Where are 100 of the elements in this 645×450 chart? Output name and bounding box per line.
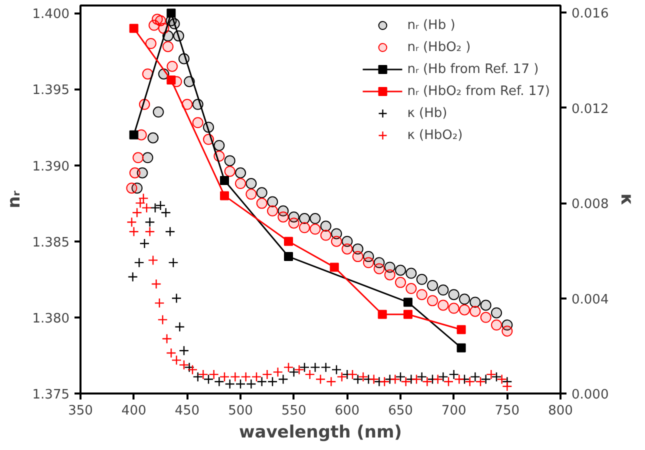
point bbox=[235, 178, 246, 190]
point bbox=[470, 296, 481, 308]
point bbox=[403, 298, 412, 307]
point bbox=[235, 167, 246, 178]
point bbox=[454, 374, 464, 384]
point bbox=[166, 60, 178, 72]
point bbox=[496, 374, 507, 384]
point bbox=[230, 372, 240, 382]
point bbox=[310, 224, 321, 235]
point bbox=[267, 376, 278, 387]
point bbox=[378, 310, 387, 319]
x-tick-label: 650 bbox=[388, 404, 413, 418]
y-tick-label: 1.395 bbox=[32, 83, 70, 98]
point bbox=[342, 243, 353, 254]
point bbox=[470, 306, 481, 317]
point bbox=[154, 298, 165, 308]
point bbox=[416, 274, 428, 285]
legend-label: nᵣ (HbO₂ from Ref. 17) bbox=[407, 84, 550, 98]
point bbox=[400, 376, 411, 387]
point bbox=[486, 369, 496, 380]
point bbox=[224, 378, 235, 390]
point bbox=[128, 226, 139, 237]
point bbox=[475, 376, 486, 387]
point bbox=[162, 41, 174, 52]
point bbox=[456, 343, 466, 352]
point bbox=[310, 362, 320, 372]
point bbox=[384, 269, 396, 280]
point bbox=[438, 284, 449, 296]
x-tick-label: 500 bbox=[228, 404, 253, 418]
point bbox=[416, 289, 428, 300]
point bbox=[294, 364, 304, 375]
point bbox=[491, 307, 502, 318]
point bbox=[219, 372, 230, 382]
point bbox=[459, 304, 470, 316]
point bbox=[368, 374, 379, 384]
point bbox=[214, 140, 225, 151]
point bbox=[331, 236, 342, 247]
y2-tick-label: 0.000 bbox=[572, 388, 609, 402]
point bbox=[422, 376, 432, 387]
point bbox=[246, 188, 257, 200]
point bbox=[438, 300, 449, 311]
point bbox=[214, 376, 224, 387]
point bbox=[403, 310, 412, 319]
point bbox=[448, 369, 459, 380]
point bbox=[132, 152, 144, 164]
point bbox=[288, 366, 299, 378]
point bbox=[129, 24, 138, 33]
point bbox=[363, 257, 374, 268]
x-tick-label: 400 bbox=[121, 404, 146, 418]
y-tick-label: 1.385 bbox=[32, 235, 70, 250]
point bbox=[134, 257, 144, 268]
point bbox=[144, 226, 155, 237]
point bbox=[443, 376, 454, 387]
point bbox=[166, 348, 176, 358]
point bbox=[128, 272, 138, 282]
point bbox=[148, 132, 159, 144]
point bbox=[448, 302, 460, 314]
point bbox=[203, 374, 214, 384]
point bbox=[502, 381, 512, 392]
point bbox=[336, 372, 347, 382]
legend-label: nᵣ (Hb ) bbox=[407, 18, 456, 32]
point bbox=[152, 106, 164, 118]
y2-axis-title: κ bbox=[616, 193, 637, 206]
point bbox=[406, 268, 417, 279]
point bbox=[278, 212, 289, 222]
point bbox=[208, 369, 219, 380]
x-tick-label: 550 bbox=[281, 404, 306, 418]
point bbox=[166, 76, 176, 85]
y2-tick-label: 0.016 bbox=[572, 6, 609, 22]
point bbox=[288, 218, 300, 229]
point bbox=[142, 68, 154, 80]
point bbox=[406, 283, 417, 294]
point bbox=[162, 334, 172, 344]
point bbox=[278, 374, 288, 384]
point bbox=[304, 369, 315, 380]
point bbox=[267, 205, 278, 216]
point bbox=[129, 130, 138, 140]
point bbox=[379, 376, 390, 387]
point bbox=[470, 372, 480, 382]
point bbox=[491, 320, 502, 331]
point bbox=[395, 276, 406, 288]
point bbox=[178, 360, 190, 370]
point bbox=[299, 362, 310, 372]
point bbox=[352, 374, 363, 384]
point bbox=[142, 202, 152, 213]
point bbox=[235, 378, 246, 390]
point bbox=[139, 238, 150, 249]
y2-tick-label: 0.012 bbox=[572, 102, 609, 117]
point bbox=[395, 264, 406, 276]
point bbox=[246, 178, 257, 190]
point bbox=[464, 376, 475, 387]
point bbox=[416, 372, 427, 382]
point bbox=[171, 293, 182, 304]
point bbox=[374, 263, 385, 274]
point bbox=[184, 362, 194, 372]
point bbox=[395, 372, 406, 382]
x-tick-label: 450 bbox=[174, 404, 200, 418]
legend-label: nᵣ (HbO₂ ) bbox=[407, 40, 471, 54]
point bbox=[320, 220, 332, 232]
point bbox=[480, 374, 491, 384]
